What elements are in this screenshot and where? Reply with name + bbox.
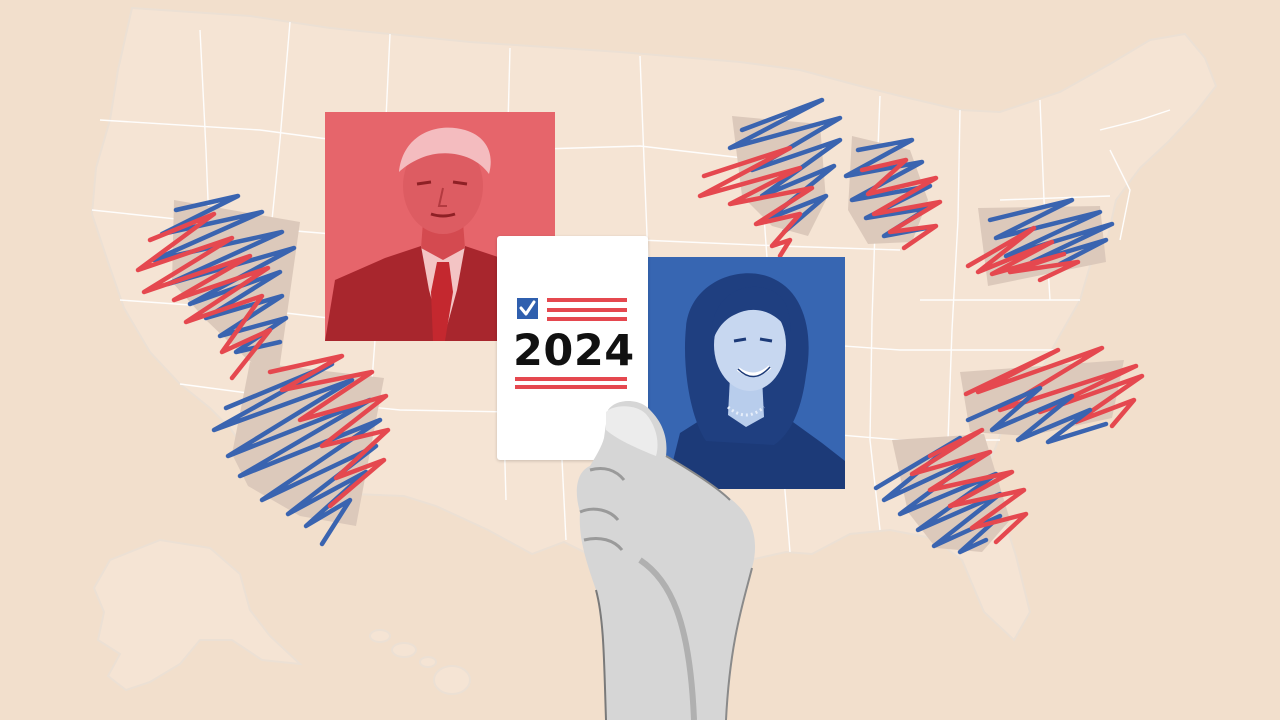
- blue-portrait-panel: [646, 257, 845, 489]
- arizona-scribble-red: [267, 353, 391, 509]
- arizona-scribble-blue: [211, 361, 383, 547]
- michigan-scribble-red: [859, 157, 943, 251]
- bottom-stripes: [515, 377, 627, 389]
- portrait-woman-image: [646, 257, 845, 489]
- pennsylvania-scribble-blue: [987, 197, 1115, 267]
- checkbox-checked-icon: [517, 298, 538, 319]
- pennsylvania-scribble-red: [965, 225, 1081, 283]
- ballot-year: 2024: [513, 326, 635, 376]
- north-carolina-scribble-blue: [965, 385, 1109, 445]
- alaska-land: [92, 538, 303, 692]
- red-portrait-panel: [325, 112, 555, 341]
- portrait-man-image: [325, 112, 555, 341]
- hawaii-land: [369, 629, 471, 695]
- ballot-graphics: [515, 298, 627, 389]
- nevada-scribble-red: [135, 211, 273, 381]
- flag-stripes-icon: [547, 298, 627, 321]
- georgia-scribble-red: [909, 427, 1029, 545]
- wisconsin-scribble-blue: [727, 97, 843, 235]
- wisconsin-scribble-red: [697, 145, 815, 259]
- north-carolina-scribble-red: [963, 345, 1145, 429]
